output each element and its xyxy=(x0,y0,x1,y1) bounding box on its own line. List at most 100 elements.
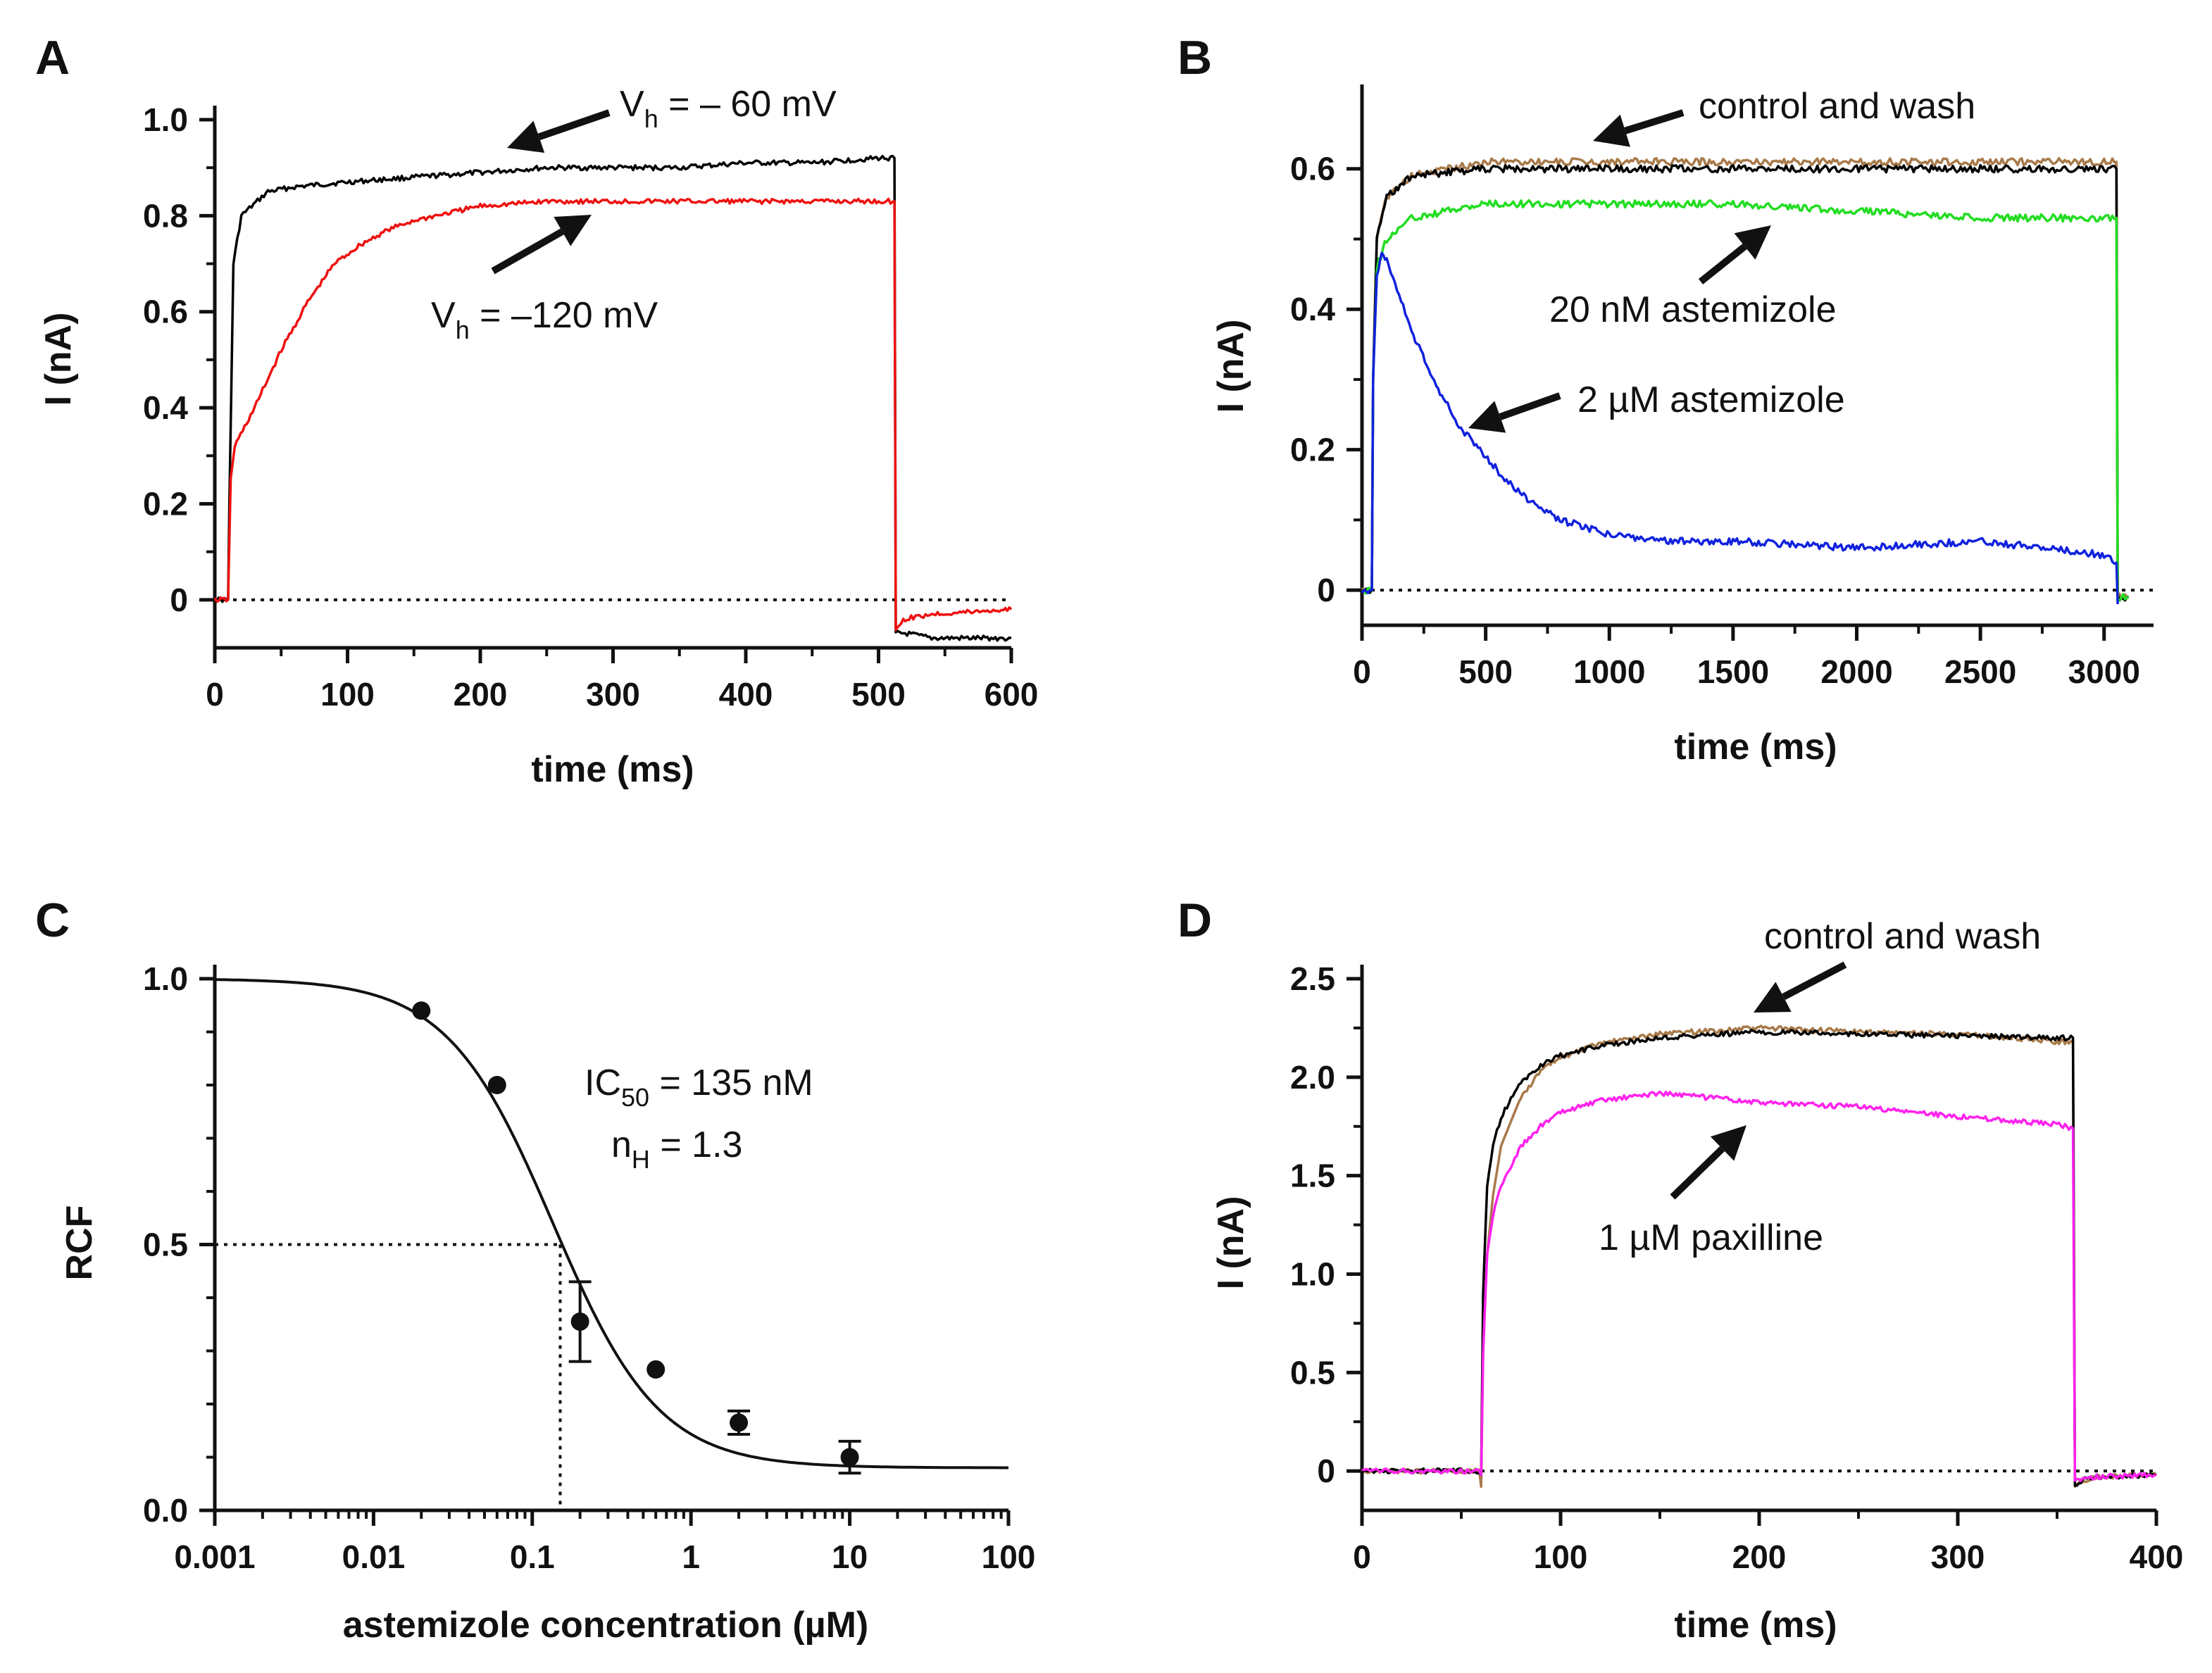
panel-b-y-tick-label: 0 xyxy=(1317,572,1335,608)
panel-d-annotation-paxilline: 1 µM paxilline xyxy=(1599,1217,1823,1258)
panel-b-xlabel: time (ms) xyxy=(1674,727,1837,767)
panel-d-x-tick-label: 0 xyxy=(1353,1539,1371,1575)
panel-b-plot: 0 500 1000 1500 2000 2500 3000 0 0.2 0.4 0.6 xyxy=(1290,84,2154,690)
panel-b-arrow-2um-shaft xyxy=(1499,392,1561,420)
panel-d-trace-3 xyxy=(1361,1090,2157,1482)
panel-b-x-tick-label: 1500 xyxy=(1697,653,1769,690)
panel-b-x-tick-label: 500 xyxy=(1458,653,1513,690)
panel-label-a: A xyxy=(35,31,70,84)
panel-c-x-tick-label: 100 xyxy=(982,1539,1036,1575)
panel-a-x-tick-label: 100 xyxy=(320,676,375,713)
panel-c-x-tick-label: 10 xyxy=(832,1539,868,1575)
panel-b-trace-2 xyxy=(1361,163,2129,602)
panel-b-annotation-2um: 2 µM astemizole xyxy=(1577,380,1845,420)
panel-c-y-tick-label: 1.0 xyxy=(143,960,188,997)
panel-a-annotation-vh60: Vh = – 60 mV xyxy=(620,84,837,133)
panel-d-trace-2 xyxy=(1361,1029,2157,1487)
panel-a-arrow-vh120-head xyxy=(554,215,592,246)
panel-b-y-tick-label: 0.4 xyxy=(1290,291,1335,327)
annotation-arrows xyxy=(491,109,1847,1200)
panel-a-y-tick-label: 0.6 xyxy=(143,294,188,330)
panel-d-ylabel: I (nA) xyxy=(1211,1196,1251,1290)
panel-c-data-point xyxy=(570,1312,589,1331)
panel-a-x-tick-label: 400 xyxy=(719,676,773,713)
panel-b-trace-4 xyxy=(1361,251,2119,605)
panel-d-arrow-paxilline-shaft xyxy=(1670,1146,1725,1200)
panel-b-arrow-control-head xyxy=(1593,114,1630,147)
panel-d-annotation-control: control and wash xyxy=(1764,916,2041,957)
panel-b-x-tick-label: 2500 xyxy=(1944,653,2016,690)
panel-b-x-tick-label: 0 xyxy=(1353,653,1371,690)
panel-a-x-tick-label: 500 xyxy=(851,676,906,713)
panel-b-ylabel: I (nA) xyxy=(1211,320,1251,413)
panel-c-data-point xyxy=(730,1413,749,1432)
panel-a-ylabel: I (nA) xyxy=(38,313,79,406)
panel-d-y-tick-label: 0.5 xyxy=(1290,1354,1335,1391)
panel-a-xlabel: time (ms) xyxy=(531,749,694,790)
panel-c-x-tick-label: 0.001 xyxy=(174,1539,255,1575)
panel-c-y-tick-label: 0.0 xyxy=(143,1492,188,1529)
panel-c-x-tick-label: 0.01 xyxy=(342,1539,406,1575)
panel-d-plot: 0 100 200 300 400 0 0.5 1.0 1.5 2.0 2.5 xyxy=(1290,960,2183,1575)
panel-a-y-tick-label: 0.8 xyxy=(143,197,188,234)
panel-d-y-tick-label: 0 xyxy=(1317,1453,1335,1489)
panel-c-data-point xyxy=(412,1001,431,1020)
panel-a-trace-1 xyxy=(214,154,1012,642)
panel-a-trace-2 xyxy=(213,197,1013,632)
panel-d-y-tick-label: 1.0 xyxy=(1290,1255,1335,1292)
panel-a-x-tick-label: 300 xyxy=(586,676,640,713)
panel-a-y-tick-label: 1.0 xyxy=(143,101,188,138)
panel-a-y-tick-label: 0.4 xyxy=(143,389,188,426)
panel-d-y-tick-label: 2.0 xyxy=(1290,1059,1335,1096)
panel-d-x-tick-label: 100 xyxy=(1534,1539,1588,1575)
panel-c-fit-curve xyxy=(215,978,1008,1470)
panel-b-x-tick-label: 2000 xyxy=(1820,653,1892,690)
panel-label-d: D xyxy=(1177,894,1212,947)
panel-b-arrow-2um-head xyxy=(1468,401,1506,433)
panel-a-arrow-vh120-shaft xyxy=(491,228,564,275)
panel-c-xlabel: astemizole concentration (µM) xyxy=(343,1605,869,1646)
panel-label-b: B xyxy=(1177,31,1212,84)
panel-a-y-tick-label: 0 xyxy=(170,582,188,618)
panel-d-x-tick-label: 300 xyxy=(1931,1539,1985,1575)
panel-b-arrow-20nm-shaft xyxy=(1698,244,1747,284)
panel-c-ylabel: RCF xyxy=(59,1205,100,1281)
panel-c-data-point xyxy=(840,1448,859,1467)
panel-b-annotation-control: control and wash xyxy=(1699,86,1975,127)
panel-d-x-tick-label: 400 xyxy=(2130,1539,2184,1575)
panel-d-y-tick-label: 1.5 xyxy=(1290,1158,1335,1194)
panel-c-data-point xyxy=(646,1360,666,1379)
panel-c-y-tick-label: 0.5 xyxy=(143,1227,188,1263)
panel-b-y-tick-label: 0.6 xyxy=(1290,151,1335,187)
panel-c-x-tick-label: 1 xyxy=(682,1539,700,1575)
panel-a-annotation-vh120: Vh = –120 mV xyxy=(431,295,658,344)
panel-a-arrow-vh60-shaft xyxy=(537,109,611,141)
panel-b-trace-3 xyxy=(1361,199,2130,602)
panel-label-c: C xyxy=(35,894,70,947)
panel-b-trace-1 xyxy=(1361,157,2130,600)
panel-c-annotation-nh: nH = 1.3 xyxy=(611,1124,742,1174)
panel-a-x-tick-label: 600 xyxy=(985,676,1039,713)
panel-a-x-tick-label: 0 xyxy=(206,676,224,713)
panel-b-x-tick-label: 3000 xyxy=(2068,653,2140,690)
panel-b-x-tick-label: 1000 xyxy=(1573,653,1645,690)
panel-d-arrow-paxilline-head xyxy=(1710,1125,1747,1161)
panel-c-annotation-ic50: IC50 = 135 nM xyxy=(585,1063,813,1112)
panel-c-x-tick-label: 0.1 xyxy=(510,1539,555,1575)
panel-d-xlabel: time (ms) xyxy=(1674,1605,1837,1646)
panel-b-y-tick-label: 0.2 xyxy=(1290,432,1335,468)
panel-b-arrow-20nm-head xyxy=(1734,225,1771,260)
panel-a-x-tick-label: 200 xyxy=(454,676,508,713)
panel-d-x-tick-label: 200 xyxy=(1732,1539,1787,1575)
panel-c-plot: 0.001 0.01 0.1 1 10 100 0.0 0.5 1.0 xyxy=(143,960,1035,1575)
panel-c-data-point xyxy=(487,1076,506,1094)
panel-a-plot: 0 100 200 300 400 500 600 0 0.2 0.4 0.6 0.8 1.0 xyxy=(143,101,1038,713)
panel-d-arrow-control-shaft xyxy=(1782,961,1847,1001)
panel-a-y-tick-label: 0.2 xyxy=(143,485,188,522)
panel-d-y-tick-label: 2.5 xyxy=(1290,960,1335,997)
panel-a-arrow-vh60-head xyxy=(507,120,545,153)
panel-b-annotation-20nm: 20 nM astemizole xyxy=(1549,289,1837,330)
panel-d-arrow-control-head xyxy=(1754,982,1792,1013)
panel-b-arrow-control-shaft xyxy=(1624,109,1685,134)
